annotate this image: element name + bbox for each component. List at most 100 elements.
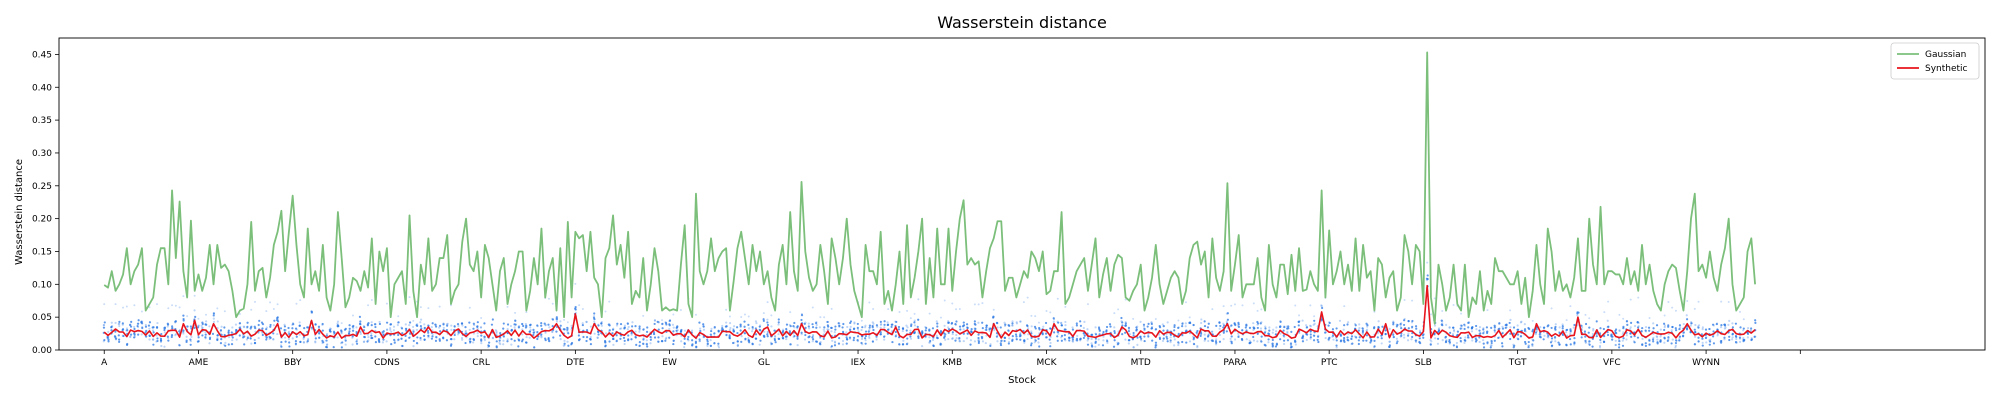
scatter-point [1060, 339, 1063, 342]
scatter-point [1200, 321, 1203, 325]
scatter-point [1015, 338, 1018, 341]
scatter-point [1403, 317, 1406, 321]
scatter-point [1554, 340, 1557, 343]
scatter-point [162, 326, 166, 330]
scatter-point [1549, 341, 1553, 344]
scatter-point [1366, 324, 1369, 327]
scatter-point [1433, 324, 1437, 327]
scatter-point [698, 340, 701, 343]
x-tick-label: GL [758, 358, 770, 368]
scatter-point [943, 335, 946, 338]
scatter-point [1637, 325, 1640, 328]
scatter-point [1328, 321, 1331, 324]
scatter-point [747, 315, 750, 318]
scatter-point [548, 326, 551, 329]
scatter-point [1037, 337, 1040, 340]
scatter-point [883, 326, 886, 329]
scatter-point [1606, 333, 1610, 337]
scatter-point [754, 320, 758, 323]
scatter-point [778, 337, 781, 341]
scatter-point [363, 340, 366, 343]
scatter-point [283, 325, 287, 328]
scatter-point [755, 322, 758, 325]
scatter-point [770, 325, 773, 328]
scatter-point [449, 337, 453, 341]
scatter-point [249, 337, 252, 340]
scatter-point [1271, 338, 1274, 342]
scatter-point [419, 325, 422, 328]
scatter-point [1335, 339, 1338, 342]
scatter-point [1749, 328, 1752, 332]
scatter-point [668, 319, 672, 322]
scatter-point [781, 336, 784, 339]
scatter-point [672, 339, 675, 342]
scatter-point [815, 323, 818, 327]
scatter-point [1173, 338, 1176, 341]
scatter-point [306, 340, 309, 343]
scatter-point [257, 331, 260, 335]
scatter-point [392, 325, 396, 328]
scatter-point [901, 326, 905, 329]
scatter-point [423, 323, 426, 326]
scatter-point [521, 338, 524, 341]
scatter-point [502, 339, 505, 342]
scatter-point [781, 328, 785, 331]
plot-frame [58, 37, 1986, 351]
scatter-point [1267, 332, 1270, 335]
scatter-point [1437, 328, 1440, 331]
scatter-point [1342, 339, 1345, 343]
scatter-point [981, 326, 984, 330]
scatter-point [782, 337, 785, 340]
scatter-point [1331, 335, 1334, 338]
scatter-point [1142, 325, 1146, 328]
scatter-point [1287, 325, 1290, 328]
scatter-point [706, 340, 709, 343]
scatter-point [1237, 332, 1240, 335]
scatter-point [626, 322, 629, 325]
scatter-point [283, 328, 286, 332]
scatter-point [773, 329, 776, 332]
scatter-point [189, 325, 192, 328]
scatter-point [977, 303, 980, 306]
scatter-point [1264, 325, 1267, 328]
scatter-point [585, 335, 589, 339]
scatter-point [1561, 325, 1564, 328]
scatter-point [344, 339, 347, 342]
scatter-point [182, 332, 185, 335]
scatter-point [928, 336, 931, 339]
scatter-point [1233, 322, 1236, 325]
scatter-point [212, 312, 216, 315]
scatter-point [996, 326, 999, 329]
scatter-point [401, 332, 404, 335]
scatter-point [201, 321, 204, 324]
scatter-point [211, 332, 215, 336]
scatter-point [1704, 328, 1708, 331]
scatter-point [366, 340, 369, 343]
scatter-point [216, 307, 219, 310]
scatter-point [631, 325, 634, 328]
scatter-point [257, 323, 260, 327]
scatter-point [1204, 337, 1207, 340]
scatter-point [838, 324, 841, 327]
scatter-point [1294, 340, 1297, 343]
scatter-point [668, 327, 671, 331]
scatter-point [1293, 340, 1297, 343]
scatter-point [1060, 334, 1064, 337]
scatter-point [1102, 331, 1105, 334]
scatter-point [883, 335, 886, 338]
scatter-point [970, 330, 973, 334]
scatter-point [1132, 346, 1135, 349]
scatter-point [1275, 326, 1278, 329]
scatter-point [1411, 299, 1414, 302]
scatter-point [1289, 342, 1293, 345]
scatter-point [1366, 328, 1369, 331]
x-tick-label: SLB [1415, 358, 1432, 368]
scatter-point [250, 326, 253, 329]
legend-label: Synthetic [1925, 64, 1968, 74]
scatter-point [431, 335, 434, 338]
scatter-point [1550, 307, 1553, 310]
scatter-point [928, 341, 931, 344]
scatter-point [570, 341, 574, 345]
scatter-point [1524, 340, 1527, 344]
scatter-point [827, 328, 830, 331]
